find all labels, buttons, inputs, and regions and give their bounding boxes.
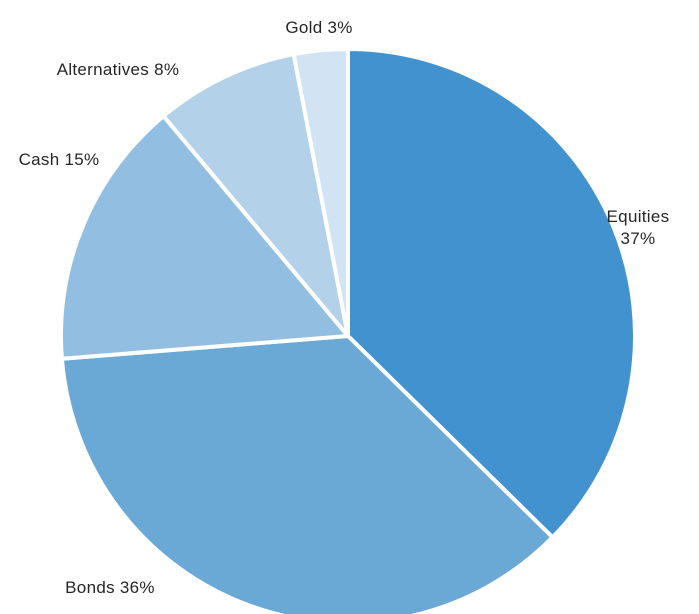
slice-label-cash: Cash 15%	[19, 150, 100, 169]
pie-slice-equities	[346, 47, 637, 540]
pie-slice-cash	[59, 114, 350, 361]
slice-label-equities: Equities 37%	[607, 207, 670, 248]
pie-slice-gold	[291, 47, 350, 338]
slice-label-alternatives: Alternatives 8%	[57, 60, 180, 79]
pie-slices	[59, 47, 637, 614]
slice-label-line: Equities	[607, 207, 670, 226]
slice-label-bonds: Bonds 36%	[65, 578, 155, 597]
slice-label-line: 37%	[621, 229, 656, 248]
slice-label-line: Bonds 36%	[65, 578, 155, 597]
slice-label-line: Gold 3%	[285, 18, 352, 37]
slice-label-gold: Gold 3%	[285, 18, 352, 37]
slice-label-line: Alternatives 8%	[57, 60, 180, 79]
slice-label-line: Cash 15%	[19, 150, 100, 169]
pie-labels: Equities 37% Bonds 36% Cash 15% Alternatives…	[19, 18, 670, 597]
pie-slice-bonds	[59, 334, 555, 614]
pie-slice-alternatives	[161, 52, 350, 338]
